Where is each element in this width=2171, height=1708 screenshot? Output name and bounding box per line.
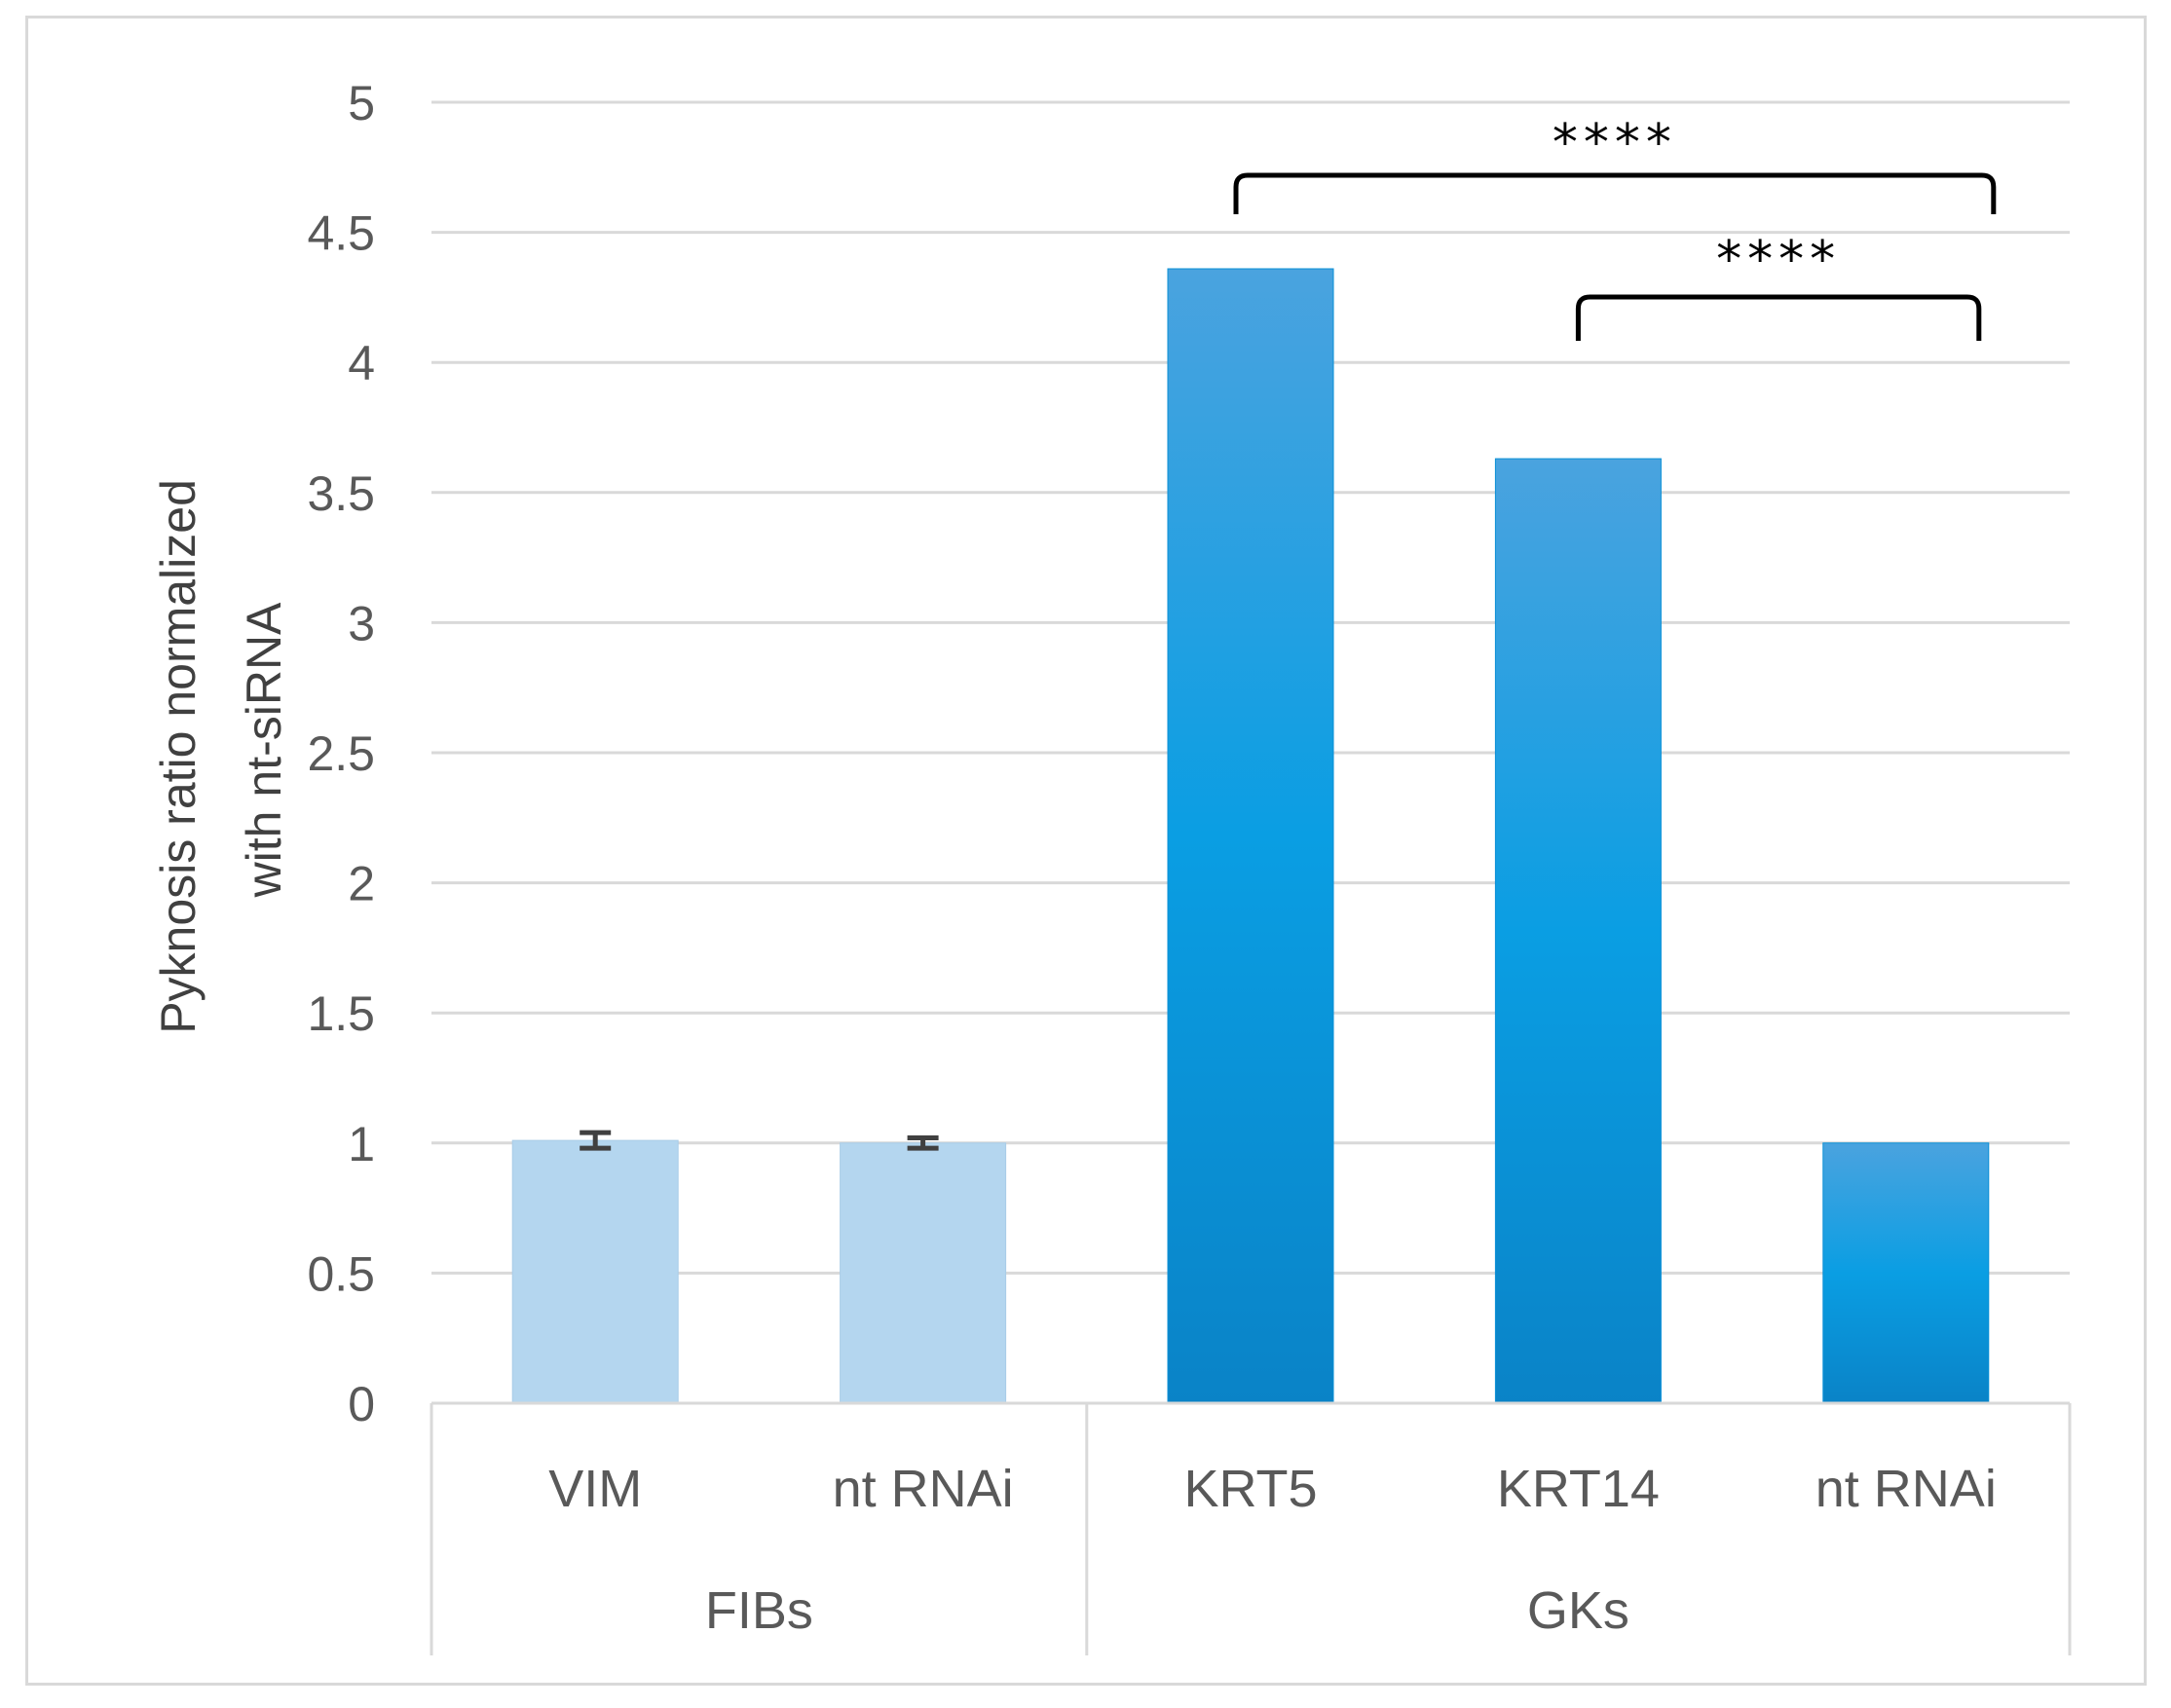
category-label: VIM (548, 1460, 642, 1518)
significance-bracket: **** (1575, 231, 1982, 341)
category-label: KRT14 (1497, 1460, 1660, 1518)
bar (511, 1139, 679, 1404)
y-tick-label: 5 (348, 76, 375, 130)
group-label: GKs (1527, 1581, 1629, 1640)
y-tick-label: 0 (348, 1377, 375, 1431)
y-tick-label: 3 (348, 596, 375, 650)
error-bar (580, 1130, 612, 1151)
y-tick-label: 1 (348, 1117, 375, 1171)
y-tick-label: 2.5 (307, 726, 375, 781)
category-label: nt RNAi (1815, 1460, 1997, 1518)
bracket-line (1575, 294, 1982, 341)
bar (840, 1142, 1007, 1404)
significance-bracket: **** (1233, 114, 1997, 214)
y-tick-label: 4 (348, 336, 375, 390)
significance-brackets: **** **** (1233, 114, 1997, 341)
y-tick-labels: 0 0.5 1 1.5 2 2.5 3 3.5 4 4.5 5 (307, 76, 375, 1431)
bracket-line (1233, 172, 1997, 214)
bars (511, 268, 1990, 1404)
y-tick-label: 2 (348, 857, 375, 911)
significance-label: **** (1553, 114, 1677, 172)
category-axis: VIM nt RNAi KRT5 KRT14 nt RNAi FIBs GKs (430, 1401, 2072, 1655)
category-label: KRT5 (1183, 1460, 1317, 1518)
y-tick-label: 3.5 (307, 466, 375, 521)
error-bar (907, 1134, 939, 1151)
y-axis-title-line-2: with nt-siRNA (237, 602, 291, 898)
y-tick-label: 0.5 (307, 1246, 375, 1301)
group-label: FIBs (705, 1581, 813, 1640)
y-tick-label: 1.5 (307, 986, 375, 1041)
bar (1167, 268, 1334, 1404)
y-axis-title: Pyknosis ratio normalized with nt-siRNA (151, 465, 291, 1034)
category-label: nt RNAi (833, 1460, 1014, 1518)
significance-label: **** (1716, 231, 1841, 289)
y-axis-title-line-1: Pyknosis ratio normalized (151, 479, 206, 1034)
bar (1822, 1142, 1990, 1404)
bar (1494, 458, 1662, 1404)
y-tick-label: 4.5 (307, 206, 375, 261)
